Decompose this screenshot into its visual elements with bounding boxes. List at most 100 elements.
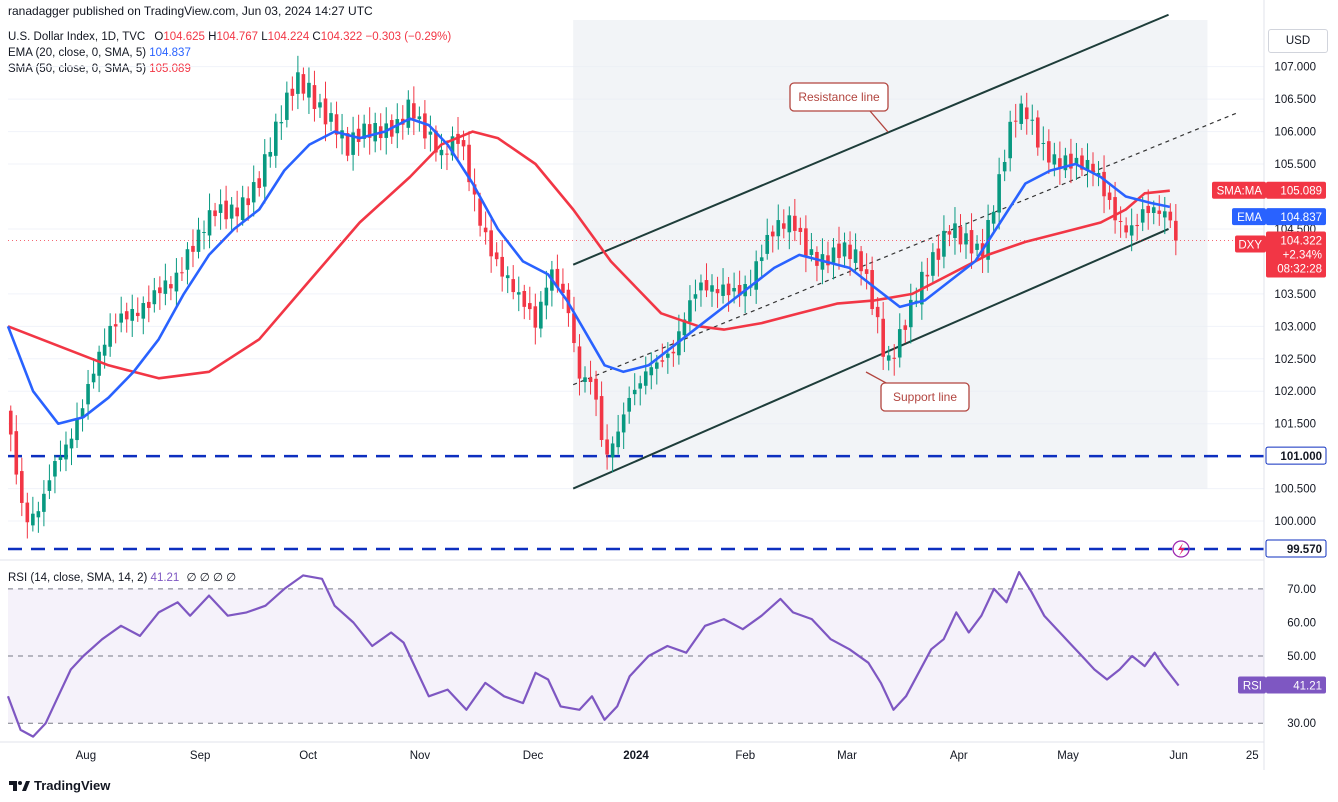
candle-body xyxy=(914,300,919,302)
ema-legend[interactable]: EMA (20, close, 0, SMA, 5) 104.837 xyxy=(8,47,191,59)
lightning-icon[interactable] xyxy=(1172,540,1190,558)
dxy-tag-bg xyxy=(1266,231,1326,278)
candle-body xyxy=(1151,207,1156,214)
candle-body xyxy=(279,122,284,124)
symbol-title[interactable]: U.S. Dollar Index, 1D, TVC xyxy=(8,31,146,43)
candle-body xyxy=(8,410,13,435)
candle-body xyxy=(897,329,902,358)
candle-body xyxy=(1013,120,1018,122)
time-tick-label: Jun xyxy=(1169,750,1188,762)
candle-body xyxy=(307,82,311,98)
candle-body xyxy=(605,439,609,455)
candle-body xyxy=(439,149,444,156)
level-99570-tag-bg xyxy=(1265,539,1327,558)
candle-body xyxy=(113,324,118,327)
candle-body xyxy=(224,200,228,220)
candle-body xyxy=(240,197,245,221)
candle-body xyxy=(953,223,957,239)
candle-body xyxy=(522,290,527,307)
candle-body xyxy=(489,230,493,257)
ema-line[interactable] xyxy=(6,117,1171,426)
candle-body xyxy=(158,287,162,294)
candle-body xyxy=(373,123,377,142)
candle-body xyxy=(627,397,631,412)
candle-body xyxy=(147,301,151,308)
candle-body xyxy=(434,130,438,153)
sma-legend[interactable]: SMA (50, close, 0, SMA, 5) 105.089 xyxy=(8,63,191,75)
candle-body xyxy=(997,174,1001,213)
resistance-annotation[interactable]: Resistance line xyxy=(789,82,889,133)
rsi-tick-label: 30.00 xyxy=(1287,718,1316,730)
candle-body xyxy=(1035,117,1040,148)
candle-body xyxy=(969,230,974,254)
candle-body xyxy=(406,99,411,128)
candle-body xyxy=(936,248,941,260)
time-axis[interactable]: Aug Sep Oct Nov Dec 2024 Feb Mar Apr May Jun 25 xyxy=(0,741,1264,762)
candle-body xyxy=(770,231,775,237)
support-label: Support line xyxy=(893,390,957,404)
rsi-axis[interactable]: 70.00 60.00 50.00 30.00 xyxy=(1287,584,1316,730)
sma-tag-name: SMA:MA xyxy=(1212,181,1266,199)
candle-body xyxy=(1052,154,1057,165)
candle-body xyxy=(1174,220,1178,241)
ema-tag-value-bg xyxy=(1266,208,1326,226)
currency-button[interactable]: USD xyxy=(1268,29,1328,53)
time-tick-label: 2024 xyxy=(623,750,649,762)
rsi-badge-value: 41.21 xyxy=(1293,681,1322,693)
tradingview-brand[interactable]: TradingView xyxy=(8,778,110,793)
candle-body xyxy=(207,210,212,236)
candle-body xyxy=(527,303,532,310)
candle-body xyxy=(1146,205,1151,214)
candle-body xyxy=(445,153,449,155)
candle-body xyxy=(610,443,615,458)
candle-body xyxy=(1168,211,1173,221)
time-tick-label: Feb xyxy=(735,750,755,762)
candle-body xyxy=(1085,159,1090,172)
resistance-channel-line[interactable] xyxy=(572,13,1169,266)
candle-body xyxy=(964,233,968,245)
candle-body xyxy=(754,261,758,290)
ohlc-close-label: C xyxy=(312,31,321,43)
candle-body xyxy=(1041,142,1046,144)
candle-body xyxy=(1157,210,1162,214)
rsi-line[interactable] xyxy=(6,570,1180,738)
candle-body xyxy=(892,357,897,359)
rsi-tick-label: 50.00 xyxy=(1287,651,1316,663)
price-tick-label: 103.000 xyxy=(1274,321,1316,333)
candle-body xyxy=(141,303,146,319)
candle-body xyxy=(268,151,273,157)
candle-body xyxy=(958,226,963,245)
price-tick-label: 107.000 xyxy=(1274,62,1316,74)
candle-body xyxy=(91,373,96,383)
candle-body xyxy=(671,351,676,354)
candle-body xyxy=(130,308,135,321)
ema-tag-value-text: 104.837 xyxy=(1280,212,1322,224)
candle-body xyxy=(870,270,874,310)
candle-body xyxy=(1135,224,1139,227)
support-annotation[interactable]: Support line xyxy=(865,371,970,412)
candle-body xyxy=(329,113,333,122)
candle-body xyxy=(20,471,24,503)
support-channel-line[interactable] xyxy=(572,228,1169,490)
candle-body xyxy=(42,493,46,512)
candle-body xyxy=(638,383,643,389)
candle-body xyxy=(616,431,620,448)
candle-body xyxy=(693,294,698,299)
candle-body xyxy=(229,204,234,219)
ema-legend-label: EMA (20, close, 0, SMA, 5) xyxy=(8,47,147,59)
rsi-tick-label: 70.00 xyxy=(1287,584,1316,596)
candle-body xyxy=(991,211,996,224)
candle-body xyxy=(31,513,35,526)
price-labels: SMA:MA 105.089 EMA 104.837 DXY 104.322 +2.34% 0… xyxy=(1212,181,1327,558)
candle-body xyxy=(1024,107,1029,120)
price-tick-label: 102.000 xyxy=(1274,386,1316,398)
ema-tag-name-text: EMA xyxy=(1237,212,1262,224)
sma-line[interactable] xyxy=(7,130,1170,380)
tradingview-logo-icon xyxy=(9,780,30,791)
ohlc-open: 104.625 xyxy=(163,31,205,43)
price-tick-label: 102.500 xyxy=(1274,354,1316,366)
price-chart[interactable]: Resistance line Support line 107.000 106.… xyxy=(0,0,1338,770)
candle-body xyxy=(759,257,764,262)
time-tick-label: 25 xyxy=(1246,750,1259,762)
rsi-legend[interactable]: RSI (14, close, SMA, 14, 2) 41.21 ∅ ∅ ∅ … xyxy=(8,570,236,584)
